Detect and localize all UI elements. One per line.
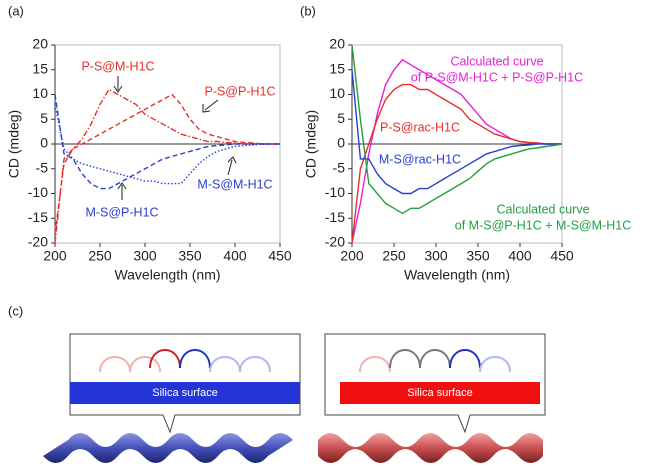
x-tick-label: 400	[223, 248, 247, 264]
y-tick-label: 0	[337, 135, 345, 151]
x-tick-label: 400	[508, 248, 532, 264]
y-tick-label: 20	[32, 36, 48, 52]
series-label: P-S@rac-H1C	[380, 120, 460, 134]
y-tick-label: -10	[28, 184, 48, 200]
y-tick-label: 10	[32, 85, 48, 101]
series-line	[54, 88, 280, 244]
panel-label: (b)	[300, 3, 316, 18]
series-label: M-S@M-H1C	[197, 177, 272, 191]
series-label: Calculated curve	[450, 54, 543, 68]
series-label: P-S@P-H1C	[204, 84, 275, 98]
y-axis-label: CD (mdeg)	[303, 110, 319, 178]
x-tick-label: 350	[466, 248, 490, 264]
y-tick-label: 5	[40, 110, 48, 126]
series-label: M-S@rac-H1C	[379, 152, 461, 166]
x-tick-label: 250	[382, 248, 406, 264]
series-label: P-S@M-H1C	[81, 59, 154, 73]
y-tick-label: -20	[28, 234, 48, 250]
x-tick-label: 450	[550, 248, 574, 264]
x-tick-label: 250	[88, 248, 112, 264]
illustration	[43, 333, 546, 463]
x-tick-label: 200	[43, 248, 67, 264]
y-tick-label: 5	[337, 110, 345, 126]
x-axis-label: Wavelength (nm)	[114, 267, 220, 283]
y-tick-label: 15	[329, 60, 345, 76]
x-tick-label: 200	[340, 248, 364, 264]
y-tick-label: 20	[329, 36, 345, 52]
y-tick-label: -20	[325, 234, 345, 250]
series-line	[351, 83, 562, 244]
surface-label: Silica surface	[152, 387, 217, 399]
y-tick-label: -5	[333, 159, 346, 175]
series-label: M-S@P-H1C	[85, 205, 158, 219]
x-tick-label: 350	[178, 248, 202, 264]
panel-label: (c)	[8, 303, 23, 318]
y-tick-label: 0	[40, 135, 48, 151]
arrows	[113, 76, 237, 200]
y-tick-label: -10	[325, 184, 345, 200]
surface-label: Silica surface	[407, 387, 472, 399]
x-tick-label: 300	[133, 248, 157, 264]
series-label: of M-S@P-H1C + M-S@M-H1C	[455, 218, 631, 232]
x-tick-label: 450	[268, 248, 292, 264]
panel-label: (a)	[8, 3, 24, 18]
series-line	[54, 93, 280, 234]
y-tick-label: -5	[36, 159, 49, 175]
series-label: Calculated curve	[496, 202, 589, 216]
y-tick-label: -15	[28, 209, 48, 225]
y-tick-label: -15	[325, 209, 345, 225]
series-line	[351, 44, 563, 215]
x-axis-label: Wavelength (nm)	[404, 267, 510, 283]
series-line	[351, 69, 562, 195]
x-tick-label: 300	[424, 248, 448, 264]
series-line	[54, 94, 280, 190]
series-label: of P-S@M-H1C + P-S@P-H1C	[411, 70, 583, 84]
y-tick-label: 15	[32, 60, 48, 76]
y-axis-label: CD (mdeg)	[6, 110, 22, 178]
y-tick-label: 10	[329, 85, 345, 101]
series-line	[54, 104, 280, 185]
